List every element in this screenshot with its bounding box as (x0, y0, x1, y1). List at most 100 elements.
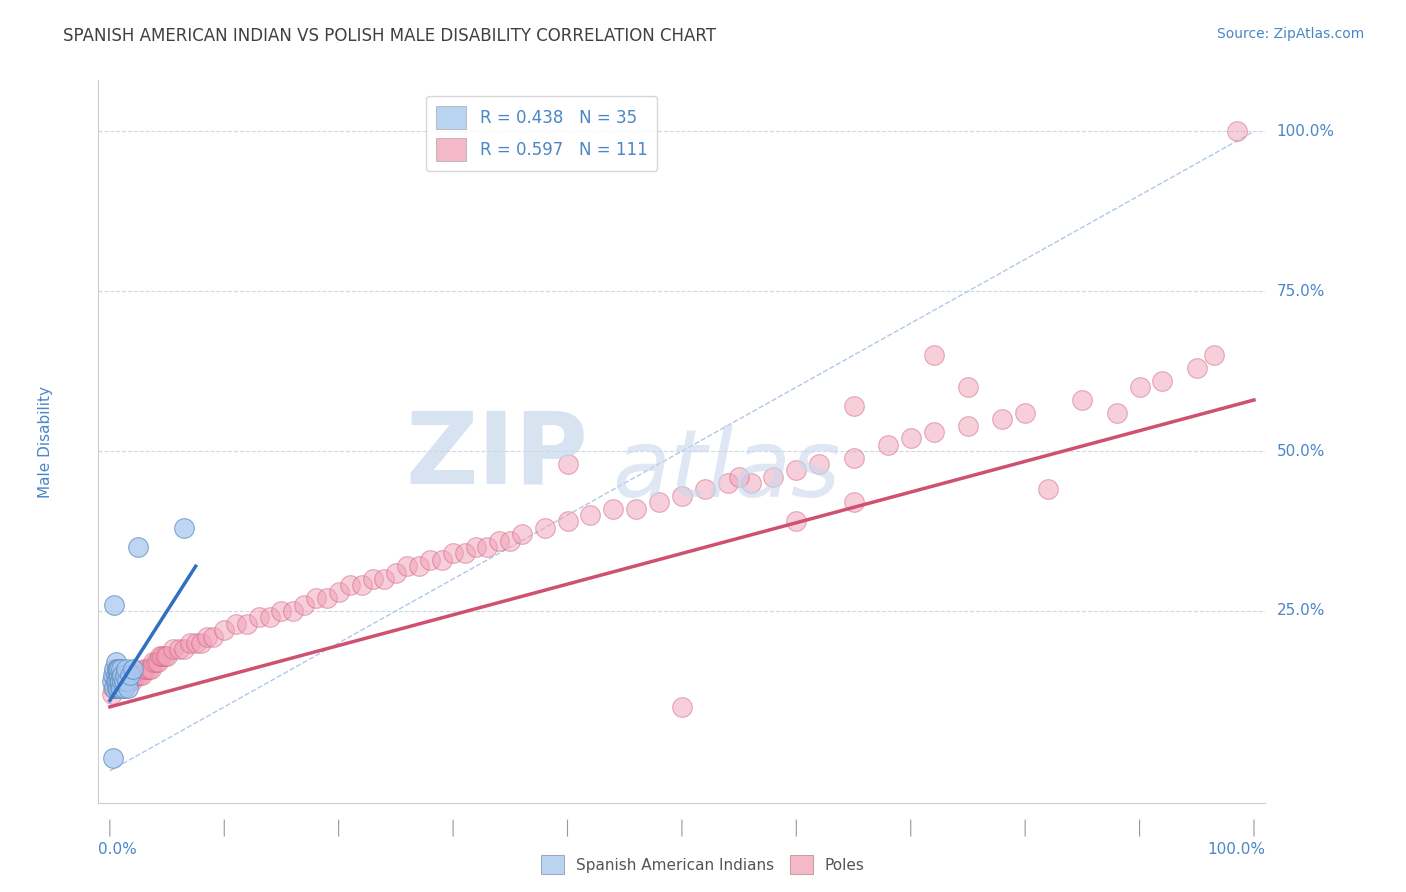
Point (876, 438, 898, 452)
Point (108, 674, 131, 689)
Point (108, 681, 131, 695)
Point (107, 681, 129, 695)
Point (808, 457, 831, 471)
Point (648, 495, 671, 509)
Text: ZIP: ZIP (406, 408, 589, 505)
Point (115, 674, 138, 689)
Point (624, 501, 647, 516)
Point (305, 591, 328, 606)
Point (922, 348, 945, 362)
Text: Source: ZipAtlas.com: Source: ZipAtlas.com (1216, 27, 1364, 41)
Point (105, 681, 128, 695)
Point (408, 559, 430, 574)
Point (107, 661, 129, 675)
Point (167, 642, 190, 657)
Point (247, 610, 270, 624)
Point (103, 668, 125, 682)
Point (1185, 361, 1208, 376)
Point (162, 642, 184, 657)
Point (693, 483, 716, 497)
Point (1226, 124, 1249, 138)
Point (1202, 348, 1225, 362)
Point (579, 508, 602, 522)
Point (104, 668, 127, 682)
Point (115, 674, 138, 689)
Point (108, 661, 131, 675)
Point (179, 636, 201, 650)
Point (762, 469, 785, 483)
Point (105, 674, 128, 689)
Text: 100.0%: 100.0% (1208, 842, 1265, 856)
Point (201, 630, 224, 644)
Point (510, 527, 533, 541)
Point (328, 584, 350, 599)
Point (108, 668, 131, 682)
Point (956, 418, 979, 433)
Point (292, 598, 315, 612)
Point (146, 655, 169, 669)
Point (1128, 380, 1150, 394)
Point (134, 661, 156, 675)
Text: 75.0%: 75.0% (1277, 284, 1324, 299)
Point (396, 559, 419, 574)
Point (190, 636, 212, 650)
Point (728, 469, 751, 483)
Point (101, 674, 124, 689)
Point (195, 630, 218, 644)
Point (922, 425, 945, 439)
Point (339, 578, 361, 592)
Point (110, 681, 132, 695)
Point (128, 668, 150, 682)
Point (270, 604, 292, 618)
Point (361, 572, 384, 586)
Point (281, 604, 304, 618)
Point (153, 648, 176, 663)
Point (1036, 483, 1059, 497)
Point (900, 431, 922, 445)
Point (103, 681, 125, 695)
Point (991, 412, 1014, 426)
Legend: R = 0.438   N = 35, R = 0.597   N = 111: R = 0.438 N = 35, R = 0.597 N = 111 (426, 95, 658, 171)
Point (488, 533, 510, 548)
Point (111, 674, 134, 689)
Point (842, 400, 865, 414)
Point (602, 501, 624, 516)
Point (108, 674, 131, 689)
Point (121, 674, 143, 689)
Point (385, 566, 408, 580)
Point (108, 681, 131, 695)
Text: 100.0%: 100.0% (1277, 124, 1334, 139)
Point (138, 661, 160, 675)
Point (671, 699, 693, 714)
Point (111, 681, 134, 695)
Point (101, 687, 124, 701)
Point (107, 674, 129, 689)
Point (533, 521, 555, 535)
Point (124, 668, 146, 682)
Point (785, 463, 807, 477)
Point (225, 616, 247, 631)
Point (419, 553, 441, 567)
Point (152, 648, 174, 663)
Point (127, 668, 149, 682)
Point (1105, 406, 1128, 420)
Point (956, 380, 979, 394)
Point (430, 553, 453, 567)
Text: 50.0%: 50.0% (1277, 443, 1324, 458)
Legend: Spanish American Indians, Poles: Spanish American Indians, Poles (536, 849, 870, 880)
Point (149, 648, 172, 663)
Point (110, 661, 132, 675)
Text: Male Disability: Male Disability (38, 385, 53, 498)
Point (139, 661, 162, 675)
Point (842, 495, 865, 509)
Point (173, 521, 195, 535)
Point (115, 674, 138, 689)
Point (103, 661, 125, 675)
Point (127, 540, 149, 554)
Point (465, 540, 488, 554)
Point (115, 661, 138, 675)
Point (103, 751, 125, 765)
Point (121, 668, 143, 682)
Point (104, 674, 127, 689)
Point (112, 674, 135, 689)
